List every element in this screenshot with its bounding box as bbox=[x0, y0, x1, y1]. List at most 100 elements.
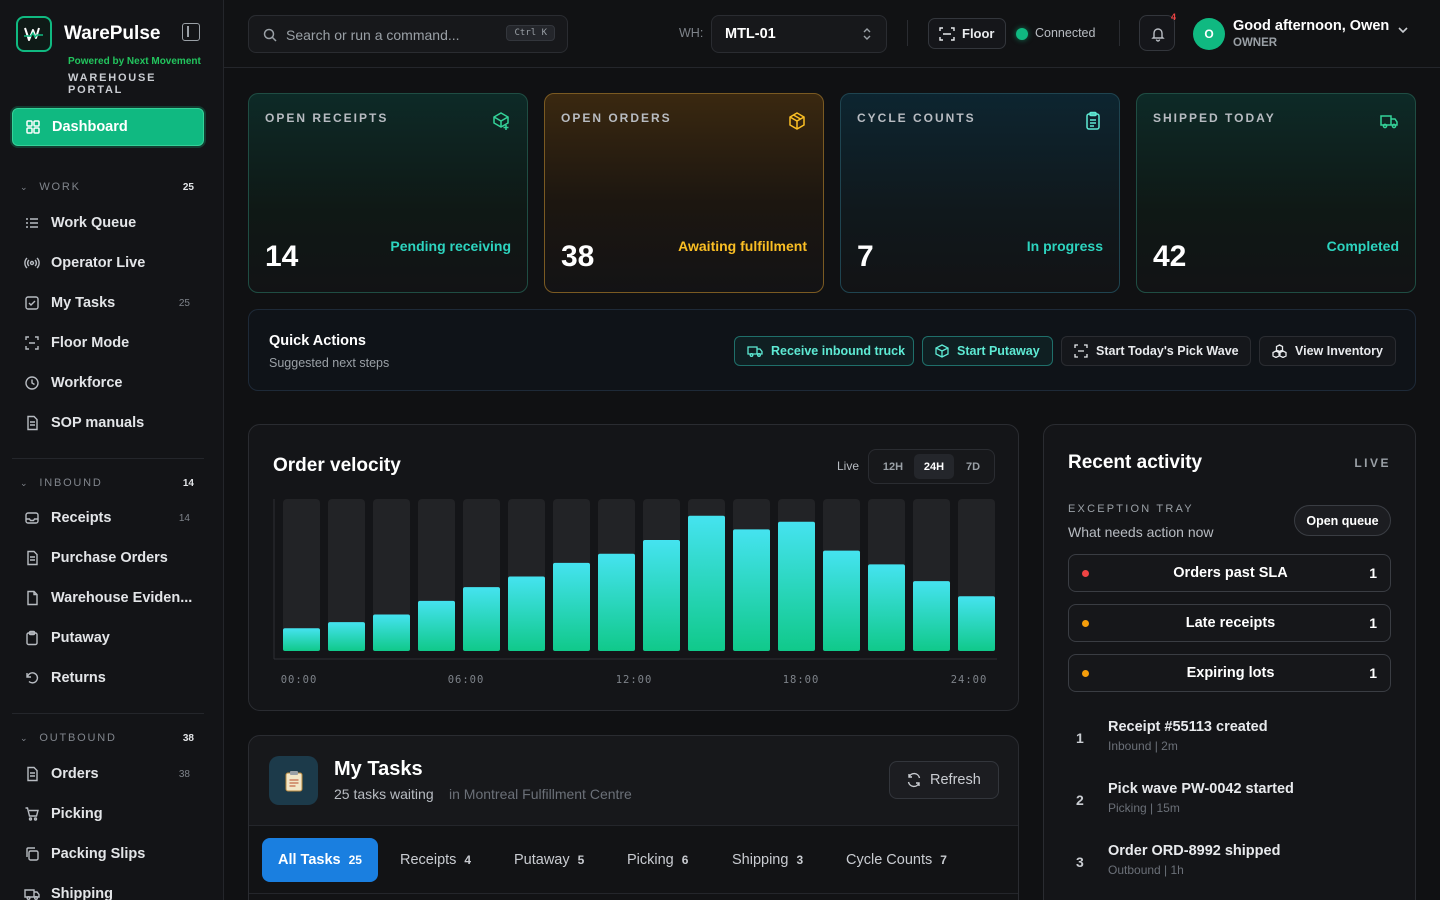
start-pick-wave-button[interactable]: Start Today's Pick Wave bbox=[1061, 336, 1251, 366]
avatar[interactable]: O bbox=[1193, 18, 1225, 50]
tab-putaway[interactable]: Putaway 5 bbox=[514, 838, 584, 882]
exception-count: 1 bbox=[1369, 615, 1377, 631]
inbox-icon bbox=[24, 510, 40, 526]
chart-bar[interactable] bbox=[463, 587, 500, 651]
sidebar-item-workforce[interactable]: Workforce bbox=[12, 365, 204, 401]
chevron-down-icon[interactable] bbox=[1397, 24, 1409, 36]
chart-bar[interactable] bbox=[958, 596, 995, 651]
truck-icon bbox=[1379, 111, 1399, 131]
activity-event[interactable]: 1 Receipt #55113 created Inbound | 2m bbox=[1068, 717, 1391, 767]
sidebar-item-label: Orders bbox=[51, 766, 99, 782]
sidebar-item-receipts[interactable]: Receipts 14 bbox=[12, 500, 204, 536]
range-selector: 12H 24H 7D bbox=[868, 449, 995, 484]
sidebar-item-packing-slips[interactable]: Packing Slips bbox=[12, 836, 204, 872]
chart-bar[interactable] bbox=[913, 581, 950, 651]
status-dot bbox=[1082, 620, 1089, 627]
collapse-sidebar-icon[interactable] bbox=[182, 23, 200, 41]
notifications-button[interactable] bbox=[1139, 15, 1175, 51]
divider bbox=[12, 458, 204, 459]
kpi-subtitle: Pending receiving bbox=[390, 238, 511, 254]
chart-bar[interactable] bbox=[778, 521, 815, 651]
activity-event[interactable]: 3 Order ORD-8992 shipped Outbound | 1h bbox=[1068, 841, 1391, 891]
sidebar-item-label: SOP manuals bbox=[51, 415, 145, 431]
range-7d-button[interactable]: 7D bbox=[965, 460, 981, 473]
exception-expiring-lots[interactable]: Expiring lots 1 bbox=[1068, 654, 1391, 692]
tab-shipping[interactable]: Shipping 3 bbox=[732, 838, 803, 882]
chevron-down-icon: ⌄ bbox=[20, 477, 30, 488]
tab-receipts[interactable]: Receipts 4 bbox=[400, 838, 471, 882]
sidebar-item-label: Putaway bbox=[51, 630, 110, 646]
receive-inbound-truck-button[interactable]: Receive inbound truck bbox=[734, 336, 914, 366]
kpi-open-receipts[interactable]: OPEN RECEIPTS 14 Pending receiving bbox=[248, 93, 528, 293]
sidebar-item-floor-mode[interactable]: Floor Mode bbox=[12, 325, 204, 361]
sidebar-item-picking[interactable]: Picking bbox=[12, 796, 204, 832]
quick-actions: Quick Actions Suggested next steps Recei… bbox=[248, 309, 1416, 391]
floor-button[interactable]: Floor bbox=[928, 18, 1006, 49]
chart-bar[interactable] bbox=[643, 540, 680, 651]
chart-bar[interactable] bbox=[868, 564, 905, 651]
tasks-subtitle: 25 tasks waiting bbox=[334, 786, 434, 802]
sidebar-item-label: My Tasks bbox=[51, 295, 116, 311]
task-tabs: All Tasks 25 Receipts 4 Putaway 5 Picking 6 … bbox=[249, 825, 1018, 900]
undo-icon bbox=[24, 670, 40, 686]
x-tick-label: 18:00 bbox=[783, 674, 820, 686]
velocity-chart: 00:00 06:00 12:00 18:00 24:00 bbox=[273, 499, 997, 686]
chart-bar[interactable] bbox=[733, 529, 770, 651]
tab-picking[interactable]: Picking 6 bbox=[627, 838, 688, 882]
exception-orders-past-sla[interactable]: Orders past SLA 1 bbox=[1068, 554, 1391, 592]
chart-bar[interactable] bbox=[418, 600, 455, 651]
start-putaway-button[interactable]: Start Putaway bbox=[922, 336, 1053, 366]
sidebar-item-work-queue[interactable]: Work Queue bbox=[12, 205, 204, 241]
range-12h-button[interactable]: 12H bbox=[882, 460, 904, 473]
sidebar-item-warehouse-eviden[interactable]: Warehouse Eviden... bbox=[12, 580, 204, 616]
chart-bar[interactable] bbox=[688, 515, 725, 651]
user-greeting[interactable]: Good afternoon, Owen bbox=[1233, 18, 1390, 34]
sidebar-item-putaway[interactable]: Putaway bbox=[12, 620, 204, 656]
clock-icon bbox=[24, 375, 40, 391]
chart-bar[interactable] bbox=[328, 622, 365, 651]
brand: WarePulse Powered by Next Movement WAREH… bbox=[16, 16, 216, 96]
view-inventory-button[interactable]: View Inventory bbox=[1259, 336, 1396, 366]
tab-cycle-counts[interactable]: Cycle Counts 7 bbox=[846, 838, 947, 882]
section-outbound[interactable]: ⌄ OUTBOUND 38 bbox=[20, 729, 196, 747]
file-icon bbox=[24, 590, 40, 606]
exception-label: Orders past SLA bbox=[1173, 565, 1288, 581]
sidebar-item-dashboard[interactable]: Dashboard bbox=[12, 108, 204, 146]
exception-late-receipts[interactable]: Late receipts 1 bbox=[1068, 604, 1391, 642]
range-24h-button[interactable]: 24H bbox=[914, 454, 954, 479]
chart-bar[interactable] bbox=[553, 562, 590, 651]
chart-bar[interactable] bbox=[598, 553, 635, 651]
sidebar: WarePulse Powered by Next Movement WAREH… bbox=[0, 0, 224, 900]
sidebar-item-sop-manuals[interactable]: SOP manuals bbox=[12, 405, 204, 441]
chart-bar[interactable] bbox=[283, 628, 320, 651]
warehouse-select[interactable]: MTL-01 bbox=[711, 15, 887, 53]
kpi-open-orders[interactable]: OPEN ORDERS 38 Awaiting fulfillment bbox=[544, 93, 824, 293]
kpi-cycle-counts[interactable]: CYCLE COUNTS 7 In progress bbox=[840, 93, 1120, 293]
activity-event[interactable]: 2 Pick wave PW-0042 started Picking | 15… bbox=[1068, 779, 1391, 829]
kpi-shipped-today[interactable]: SHIPPED TODAY 42 Completed bbox=[1136, 93, 1416, 293]
list-icon bbox=[24, 215, 40, 231]
sidebar-item-shipping[interactable]: Shipping bbox=[12, 876, 204, 900]
select-updown-icon bbox=[863, 28, 871, 40]
sidebar-item-my-tasks[interactable]: My Tasks 25 bbox=[12, 285, 204, 321]
search-input[interactable]: Search or run a command... Ctrl K bbox=[248, 15, 568, 53]
tab-all-tasks[interactable]: All Tasks 25 bbox=[262, 838, 378, 882]
sidebar-item-purchase-orders[interactable]: Purchase Orders bbox=[12, 540, 204, 576]
section-work[interactable]: ⌄ WORK 25 bbox=[20, 178, 196, 196]
exception-label: Late receipts bbox=[1185, 615, 1276, 631]
status-dot bbox=[1082, 670, 1089, 677]
chart-bar[interactable] bbox=[823, 550, 860, 651]
chart-bar[interactable] bbox=[373, 614, 410, 651]
sidebar-item-orders[interactable]: Orders 38 bbox=[12, 756, 204, 792]
live-label: Live bbox=[837, 459, 860, 473]
sidebar-item-operator-live[interactable]: Operator Live bbox=[12, 245, 204, 281]
cart-icon bbox=[24, 806, 40, 822]
section-inbound[interactable]: ⌄ INBOUND 14 bbox=[20, 474, 196, 492]
logo[interactable] bbox=[16, 16, 52, 52]
kpi-subtitle: Awaiting fulfillment bbox=[678, 238, 807, 254]
chart-bar[interactable] bbox=[508, 576, 545, 651]
bar-track bbox=[328, 499, 365, 651]
open-queue-button[interactable]: Open queue bbox=[1294, 505, 1391, 536]
sidebar-item-returns[interactable]: Returns bbox=[12, 660, 204, 696]
refresh-button[interactable]: Refresh bbox=[889, 761, 999, 799]
